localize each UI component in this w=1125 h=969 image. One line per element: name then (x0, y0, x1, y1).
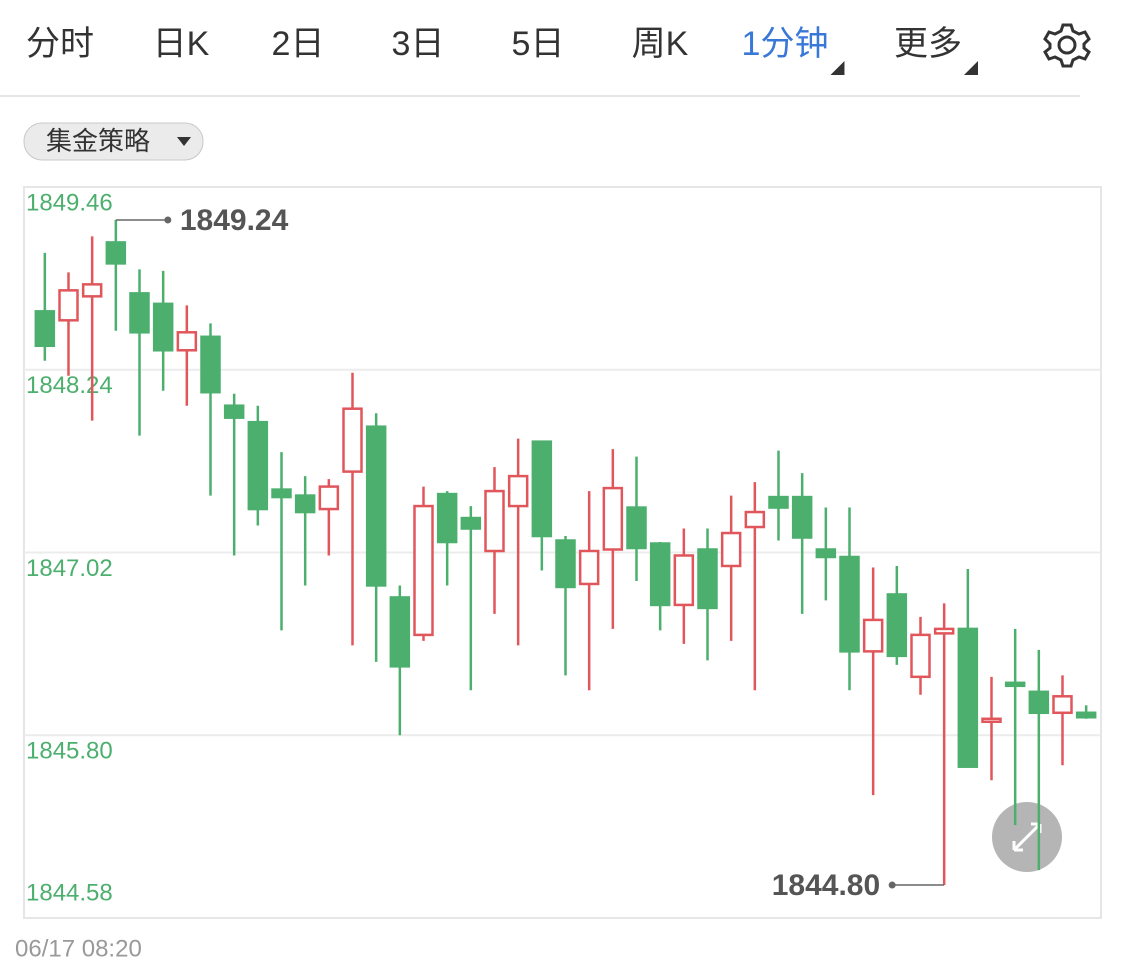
tab[interactable]: 日K (153, 25, 210, 63)
candle-body (815, 548, 837, 559)
expand-button[interactable] (992, 802, 1062, 872)
button-bg (23, 122, 204, 161)
candle-body (484, 489, 505, 553)
candle-body (578, 549, 600, 586)
candle-body (129, 292, 150, 334)
y-tick-label: 1845.80 (26, 738, 113, 765)
candle-body (200, 335, 221, 394)
candle-body (1075, 711, 1097, 719)
candle-body (531, 440, 553, 538)
candle-body (649, 542, 671, 607)
tab[interactable]: 2日 (272, 25, 325, 63)
candle-body (933, 627, 955, 635)
candle-body (1004, 681, 1026, 688)
tab[interactable]: 周K (632, 25, 689, 63)
strategy-button[interactable]: 集金策略 (23, 122, 204, 161)
tab[interactable]: 更多 (894, 25, 962, 63)
candle-body (697, 548, 718, 610)
tab-dropdown-caret (964, 61, 978, 75)
timestamp: 06/17 08:20 (15, 935, 142, 962)
candle-body (720, 531, 742, 568)
candle-body (176, 331, 198, 352)
candle-body (223, 404, 245, 419)
expand-arrows (1012, 822, 1042, 852)
candle-body (152, 302, 174, 352)
candle-body (507, 474, 529, 508)
button-caret (177, 137, 191, 146)
candle-body (58, 289, 79, 322)
candle-body (626, 506, 647, 550)
candle-body (791, 495, 813, 539)
annotation-dot (164, 216, 172, 224)
y-tick-label: 1844.58 (26, 879, 113, 906)
candle-body (81, 283, 103, 298)
annotation-label: 1849.24 (180, 204, 289, 237)
y-tick-label: 1847.02 (26, 555, 113, 582)
candle-body (1052, 695, 1073, 715)
gear-center (1057, 35, 1077, 55)
gear-outline (1043, 23, 1091, 68)
candle-body (389, 596, 411, 668)
candle-body (602, 486, 624, 551)
tab-dropdown-caret (830, 61, 845, 75)
tab[interactable]: 1分钟 (742, 25, 829, 63)
candle-body (460, 516, 482, 530)
settings-icon[interactable] (1043, 23, 1091, 68)
candle-body (981, 717, 1002, 724)
candle-body (247, 420, 269, 511)
candle-body (744, 510, 766, 529)
button-label: 集金策略 (46, 126, 150, 156)
candle-body (839, 555, 860, 653)
candle-body (1028, 690, 1050, 715)
candle-body (413, 504, 434, 637)
candle-body (318, 485, 340, 511)
candle-body (957, 627, 979, 768)
y-tick-label: 1848.24 (26, 372, 113, 399)
tab[interactable]: 分时 (26, 25, 94, 63)
tab[interactable]: 5日 (512, 25, 565, 63)
candle-body (436, 492, 458, 544)
candle-body (34, 310, 56, 348)
candle-body (555, 539, 576, 589)
annotation-label: 1844.80 (772, 869, 880, 902)
y-tick-label: 1849.46 (26, 189, 113, 216)
candle-body (271, 488, 292, 499)
candle-body (342, 407, 363, 473)
candle-body (294, 494, 316, 514)
candle-body (768, 495, 789, 509)
candle-body (105, 241, 127, 265)
candle-body (673, 554, 695, 607)
candle-body (862, 618, 884, 653)
annotation-dot (888, 881, 896, 889)
candle-body (365, 425, 387, 587)
tab[interactable]: 3日 (392, 25, 445, 63)
candle-body (910, 633, 931, 679)
candle-body (886, 593, 908, 658)
